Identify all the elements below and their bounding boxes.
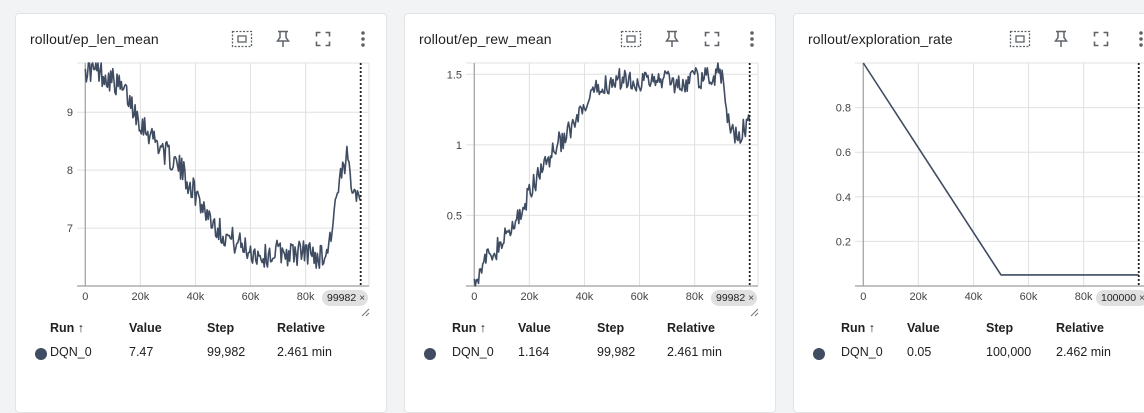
line-chart[interactable]: 0 20k 40k 60k 80k 7 8 9 xyxy=(16,14,388,314)
y-tick-label: 7 xyxy=(67,223,73,235)
x-tick-label: 60k xyxy=(242,291,260,303)
cell-value: 0.05 xyxy=(907,345,932,359)
more-vert-icon xyxy=(750,31,754,47)
more-options-button[interactable] xyxy=(741,28,763,50)
close-icon[interactable]: × xyxy=(748,292,755,304)
x-tick-label: 40k xyxy=(965,291,983,303)
run-color-dot xyxy=(424,348,436,360)
fullscreen-icon xyxy=(1093,31,1109,47)
col-value[interactable]: Value xyxy=(907,321,940,335)
step-chip[interactable]: 99982 × xyxy=(711,290,758,306)
fullscreen-button[interactable] xyxy=(701,28,723,50)
close-icon[interactable]: × xyxy=(1139,292,1144,304)
col-relative[interactable]: Relative xyxy=(667,321,715,335)
pin-button[interactable] xyxy=(661,28,683,50)
more-vert-icon xyxy=(1139,31,1143,47)
y-tick-label: 8 xyxy=(67,165,73,177)
fullscreen-button[interactable] xyxy=(312,28,334,50)
x-tick-label: 60k xyxy=(1020,291,1038,303)
pin-icon xyxy=(665,30,679,47)
more-options-button[interactable] xyxy=(352,28,374,50)
card-title: rollout/ep_len_mean xyxy=(30,31,159,47)
pin-icon xyxy=(1054,30,1068,47)
fullscreen-icon xyxy=(704,31,720,47)
fit-domain-icon xyxy=(620,30,642,48)
x-tick-label: 0 xyxy=(471,291,477,303)
y-tick-label: 0.6 xyxy=(836,147,851,159)
cell-step: 99,982 xyxy=(207,345,246,359)
card-title: rollout/exploration_rate xyxy=(808,31,953,47)
close-icon[interactable]: × xyxy=(359,292,366,304)
line-chart[interactable]: 0 20k 40k 60k 80k 0.5 1 1.5 xyxy=(405,14,777,314)
chart-card-ep-rew-mean: rollout/ep_rew_mean 0 20k 40k 60k 80k 0.5 1 1.5… xyxy=(404,13,776,413)
step-chip[interactable]: 100000 × xyxy=(1096,290,1144,306)
x-tick-label: 80k xyxy=(1075,291,1093,303)
more-vert-icon xyxy=(361,31,365,47)
step-chip[interactable]: 99982 × xyxy=(322,290,369,306)
fullscreen-button[interactable] xyxy=(1090,28,1112,50)
fit-domain-icon xyxy=(231,30,253,48)
x-tick-label: 20k xyxy=(520,291,538,303)
y-tick-label: 1.5 xyxy=(447,69,462,81)
x-tick-label: 0 xyxy=(82,291,88,303)
pin-icon xyxy=(276,30,290,47)
fullscreen-icon xyxy=(315,31,331,47)
fit-domain-button[interactable] xyxy=(620,28,642,50)
cell-run: DQN_0 xyxy=(841,345,883,359)
x-tick-label: 20k xyxy=(909,291,927,303)
cell-run: DQN_0 xyxy=(452,345,494,359)
col-run[interactable]: Run ↑ xyxy=(452,321,487,335)
line-chart[interactable]: 0 20k 40k 60k 80k 0.2 0.4 0.6 0.8 xyxy=(794,14,1144,314)
cell-step: 99,982 xyxy=(597,345,636,359)
col-relative[interactable]: Relative xyxy=(1056,321,1104,335)
resize-handle-icon[interactable] xyxy=(749,307,759,317)
col-step[interactable]: Step xyxy=(597,321,625,335)
fit-domain-button[interactable] xyxy=(231,28,253,50)
y-tick-label: 0.2 xyxy=(836,236,851,248)
col-value[interactable]: Value xyxy=(129,321,162,335)
cell-value: 7.47 xyxy=(129,345,154,359)
col-relative[interactable]: Relative xyxy=(277,321,325,335)
series-line xyxy=(473,62,751,287)
cell-step: 100,000 xyxy=(986,345,1032,359)
y-tick-label: 1 xyxy=(456,140,462,152)
y-tick-label: 0.8 xyxy=(836,103,851,115)
resize-handle-icon[interactable] xyxy=(360,307,370,317)
y-tick-label: 0.5 xyxy=(447,210,462,222)
cell-relative: 2.462 min xyxy=(1056,345,1111,359)
chart-card-ep-len-mean: rollout/ep_len_mean 0 20k 40k 60k 80k 7 8 9 999… xyxy=(15,13,387,413)
run-color-dot xyxy=(35,348,47,360)
pin-button[interactable] xyxy=(1050,28,1072,50)
run-color-dot xyxy=(813,348,825,360)
pin-button[interactable] xyxy=(272,28,294,50)
fit-domain-icon xyxy=(1009,30,1031,48)
col-run[interactable]: Run ↑ xyxy=(50,321,85,335)
cell-relative: 2.461 min xyxy=(277,345,332,359)
x-tick-label: 60k xyxy=(631,291,649,303)
cell-run: DQN_0 xyxy=(50,345,92,359)
x-tick-label: 80k xyxy=(686,291,704,303)
col-value[interactable]: Value xyxy=(518,321,551,335)
cell-relative: 2.461 min xyxy=(667,345,722,359)
fit-domain-button[interactable] xyxy=(1009,28,1031,50)
x-tick-label: 40k xyxy=(576,291,594,303)
col-step[interactable]: Step xyxy=(986,321,1014,335)
y-tick-label: 9 xyxy=(67,107,73,119)
y-tick-label: 0.4 xyxy=(836,192,851,204)
cell-value: 1.164 xyxy=(518,345,550,359)
x-tick-label: 20k xyxy=(131,291,149,303)
x-tick-label: 40k xyxy=(187,291,205,303)
x-tick-label: 0 xyxy=(860,291,866,303)
card-title: rollout/ep_rew_mean xyxy=(419,31,552,47)
more-options-button[interactable] xyxy=(1130,28,1144,50)
x-tick-label: 80k xyxy=(297,291,315,303)
chart-card-exploration-rate: rollout/exploration_rate 0 20k 40k 60k 80k 0.… xyxy=(793,13,1144,413)
series-line xyxy=(84,62,362,269)
series-line xyxy=(862,62,1139,276)
col-step[interactable]: Step xyxy=(207,321,235,335)
col-run[interactable]: Run ↑ xyxy=(841,321,876,335)
